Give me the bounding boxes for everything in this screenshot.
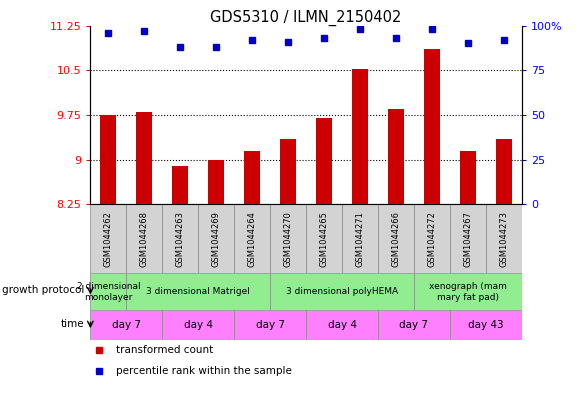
Text: GSM1044269: GSM1044269 xyxy=(212,211,221,267)
Text: growth protocol: growth protocol xyxy=(2,285,85,295)
Bar xyxy=(460,151,476,204)
Bar xyxy=(270,204,306,273)
Bar xyxy=(127,204,162,273)
Text: day 4: day 4 xyxy=(328,320,357,330)
Text: GSM1044262: GSM1044262 xyxy=(104,211,113,267)
Text: GSM1044271: GSM1044271 xyxy=(356,211,364,267)
Text: transformed count: transformed count xyxy=(116,345,213,355)
Text: day 7: day 7 xyxy=(112,320,141,330)
Bar xyxy=(90,204,127,273)
Text: 3 dimensional polyHEMA: 3 dimensional polyHEMA xyxy=(286,287,398,296)
Title: GDS5310 / ILMN_2150402: GDS5310 / ILMN_2150402 xyxy=(210,9,402,26)
Bar xyxy=(127,273,270,310)
Bar xyxy=(234,310,306,340)
Bar xyxy=(136,112,152,204)
Bar xyxy=(100,115,117,204)
Bar xyxy=(378,310,450,340)
Bar xyxy=(486,204,522,273)
Text: time: time xyxy=(61,319,85,329)
Bar xyxy=(198,204,234,273)
Text: day 7: day 7 xyxy=(255,320,285,330)
Text: day 4: day 4 xyxy=(184,320,213,330)
Text: 2 dimensional
monolayer: 2 dimensional monolayer xyxy=(76,282,140,301)
Bar xyxy=(280,139,296,204)
Bar xyxy=(450,204,486,273)
Bar xyxy=(496,139,512,204)
Bar xyxy=(234,204,270,273)
Bar xyxy=(450,310,522,340)
Bar xyxy=(90,273,127,310)
Bar xyxy=(414,204,450,273)
Text: GSM1044273: GSM1044273 xyxy=(499,211,508,267)
Text: 3 dimensional Matrigel: 3 dimensional Matrigel xyxy=(146,287,250,296)
Text: GSM1044272: GSM1044272 xyxy=(427,211,437,267)
Text: xenograph (mam
mary fat pad): xenograph (mam mary fat pad) xyxy=(429,282,507,301)
Text: day 7: day 7 xyxy=(399,320,429,330)
Bar xyxy=(388,109,404,204)
Bar xyxy=(90,310,162,340)
Text: GSM1044263: GSM1044263 xyxy=(175,211,185,267)
Text: day 43: day 43 xyxy=(468,320,504,330)
Bar xyxy=(378,204,414,273)
Bar xyxy=(316,118,332,204)
Text: GSM1044267: GSM1044267 xyxy=(463,211,472,267)
Text: GSM1044264: GSM1044264 xyxy=(248,211,257,267)
Bar xyxy=(270,273,414,310)
Bar xyxy=(172,165,188,204)
Bar xyxy=(306,310,378,340)
Bar xyxy=(244,151,260,204)
Bar xyxy=(306,204,342,273)
Text: GSM1044266: GSM1044266 xyxy=(391,211,401,267)
Text: percentile rank within the sample: percentile rank within the sample xyxy=(116,366,292,376)
Bar xyxy=(352,69,368,204)
Bar xyxy=(414,273,522,310)
Bar xyxy=(162,204,198,273)
Bar xyxy=(342,204,378,273)
Text: GSM1044270: GSM1044270 xyxy=(283,211,293,267)
Bar xyxy=(208,160,224,204)
Bar xyxy=(424,50,440,204)
Text: GSM1044268: GSM1044268 xyxy=(140,211,149,267)
Text: GSM1044265: GSM1044265 xyxy=(319,211,329,267)
Bar xyxy=(162,310,234,340)
